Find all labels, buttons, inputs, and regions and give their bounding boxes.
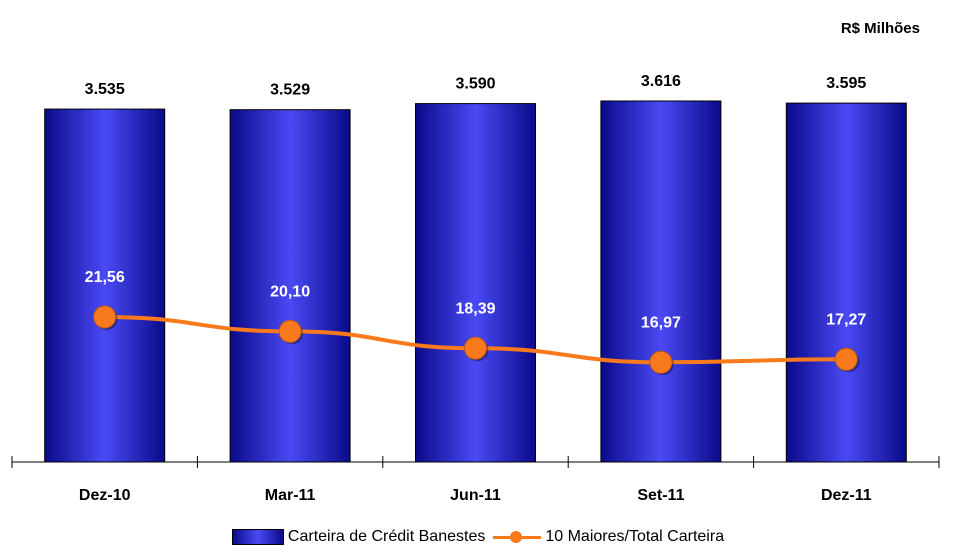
line-marker-Mar-11 xyxy=(278,319,302,343)
data-labels: 3.535 21,56 3.529 20,10 3.590 18,39 3.616 16,97… xyxy=(85,73,867,331)
bar-value-label: 3.590 xyxy=(455,76,495,93)
x-axis: Dez-10 Mar-11 Jun-11 Set-11 Dez-11 xyxy=(11,456,940,504)
bar-value-label: 3.595 xyxy=(826,75,866,92)
unit-label: R$ Milhões xyxy=(840,20,920,37)
line-value-label: 21,56 xyxy=(85,269,125,286)
legend: Carteira de Crédit Banestes 10 Maiores/T… xyxy=(0,528,956,546)
line-series xyxy=(93,305,860,376)
legend-item-line: 10 Maiores/Total Carteira xyxy=(493,528,724,546)
bar-Set-11 xyxy=(600,100,722,463)
x-tick-label: Mar-11 xyxy=(265,487,316,504)
line-marker-Set-11 xyxy=(649,350,673,374)
legend-item-bar: Carteira de Crédit Banestes xyxy=(231,528,486,546)
bar-value-label: 3.535 xyxy=(85,81,125,98)
line-value-label: 16,97 xyxy=(641,314,681,331)
legend-line-swatch xyxy=(493,530,542,544)
bar-value-label: 3.616 xyxy=(641,73,681,90)
bar-Dez-10 xyxy=(44,108,166,463)
bar-Dez-11 xyxy=(785,102,907,463)
bar-Jun-11 xyxy=(415,103,536,463)
chart: Dez-10 Mar-11 Jun-11 Set-11 Dez-11 3.535 21,5… xyxy=(11,73,940,504)
x-tick-label: Dez-10 xyxy=(79,487,131,504)
legend-line-label: 10 Maiores/Total Carteira xyxy=(545,528,725,545)
bar-Mar-11 xyxy=(229,109,351,463)
line-marker-Dez-10 xyxy=(93,305,117,329)
line-marker-Jun-11 xyxy=(464,336,487,360)
line-value-label: 20,10 xyxy=(270,283,310,300)
x-tick-label: Dez-11 xyxy=(821,487,872,504)
line-value-label: 18,39 xyxy=(455,300,495,317)
x-tick-label: Set-11 xyxy=(637,487,684,504)
bar-series xyxy=(44,100,907,463)
line-value-label: 17,27 xyxy=(826,311,866,328)
x-tick-label: Jun-11 xyxy=(450,487,501,504)
line-marker-Dez-11 xyxy=(834,347,858,371)
legend-bar-swatch xyxy=(231,529,284,545)
bar-value-label: 3.529 xyxy=(270,82,310,99)
legend-bar-label: Carteira de Crédit Banestes xyxy=(287,528,486,545)
